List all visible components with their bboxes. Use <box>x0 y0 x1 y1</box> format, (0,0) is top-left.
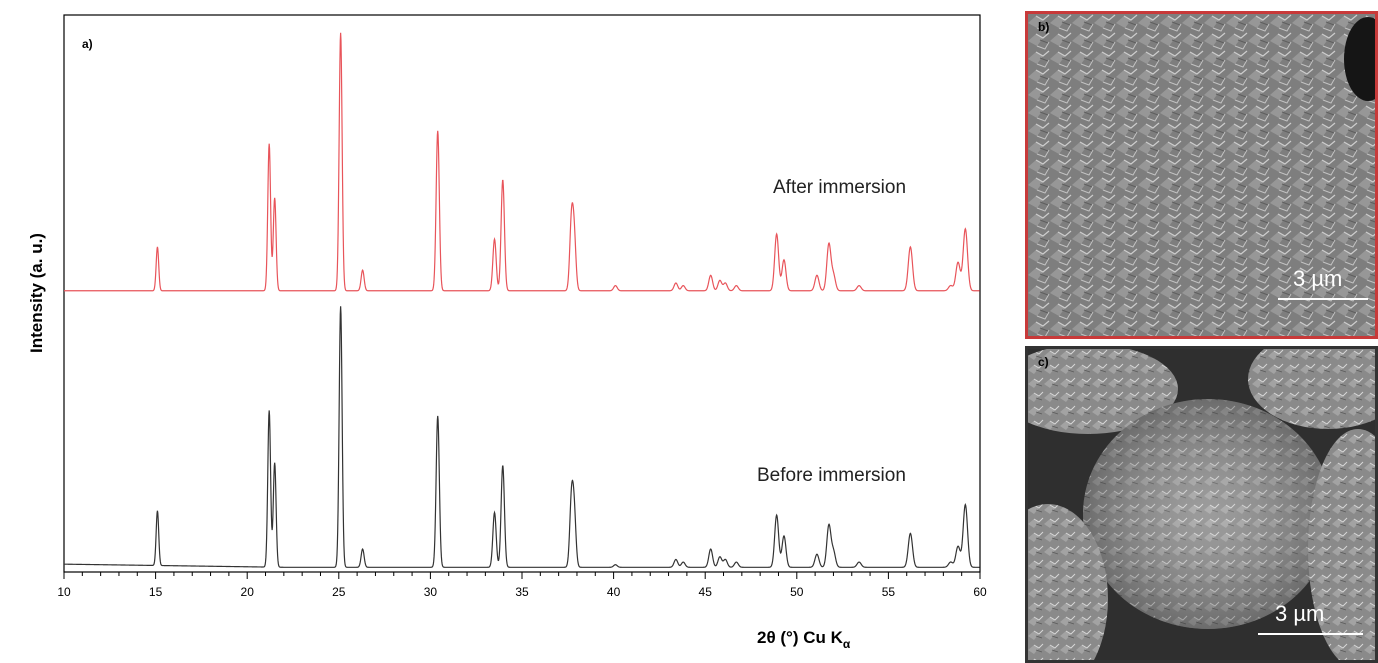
plot-frame <box>63 14 981 573</box>
scale-bar-label-b: 3 µm <box>1293 266 1343 291</box>
panel-label-b: b) <box>1038 20 1050 34</box>
scale-bar-label-c: 3 µm <box>1275 601 1325 626</box>
x-tick-label: 40 <box>607 585 621 599</box>
x-tick-label: 10 <box>57 585 71 599</box>
y-axis-label: Intensity (a. u.) <box>27 233 46 353</box>
x-tick-label: 25 <box>332 585 346 599</box>
scale-bar-c <box>1258 633 1363 635</box>
sem-image-b: b) 3 µm <box>1025 11 1378 339</box>
x-tick-label: 60 <box>973 585 987 599</box>
scale-bar-b <box>1278 298 1368 300</box>
x-tick-label: 15 <box>149 585 163 599</box>
x-tick-label: 30 <box>424 585 438 599</box>
series-label-after: After immersion <box>773 177 906 198</box>
x-tick-label: 55 <box>882 585 896 599</box>
series-label-before: Before immersion <box>757 465 906 486</box>
sem-image-c: c) 3 µm <box>1025 346 1378 663</box>
x-tick-label: 35 <box>515 585 529 599</box>
series-line-before <box>63 306 980 568</box>
xrd-chart: a) 10 15 20 25 30 35 40 45 50 55 60 2θ (°) Cu Kα Inte… <box>27 14 987 651</box>
sem-texture-c <box>1028 349 1375 660</box>
x-axis-label: 2θ (°) Cu Kα <box>757 628 851 651</box>
x-tick-label: 50 <box>790 585 804 599</box>
x-tick-label: 20 <box>241 585 255 599</box>
panel-label-c: c) <box>1038 355 1049 369</box>
x-tick-label: 45 <box>699 585 713 599</box>
series-line-after <box>64 32 980 292</box>
xrd-chart-panel: a) 10 15 20 25 30 35 40 45 50 55 60 2θ (°) Cu Kα Inte… <box>27 14 987 651</box>
sem-texture-b <box>1028 14 1375 336</box>
panel-label-a: a) <box>82 37 93 51</box>
